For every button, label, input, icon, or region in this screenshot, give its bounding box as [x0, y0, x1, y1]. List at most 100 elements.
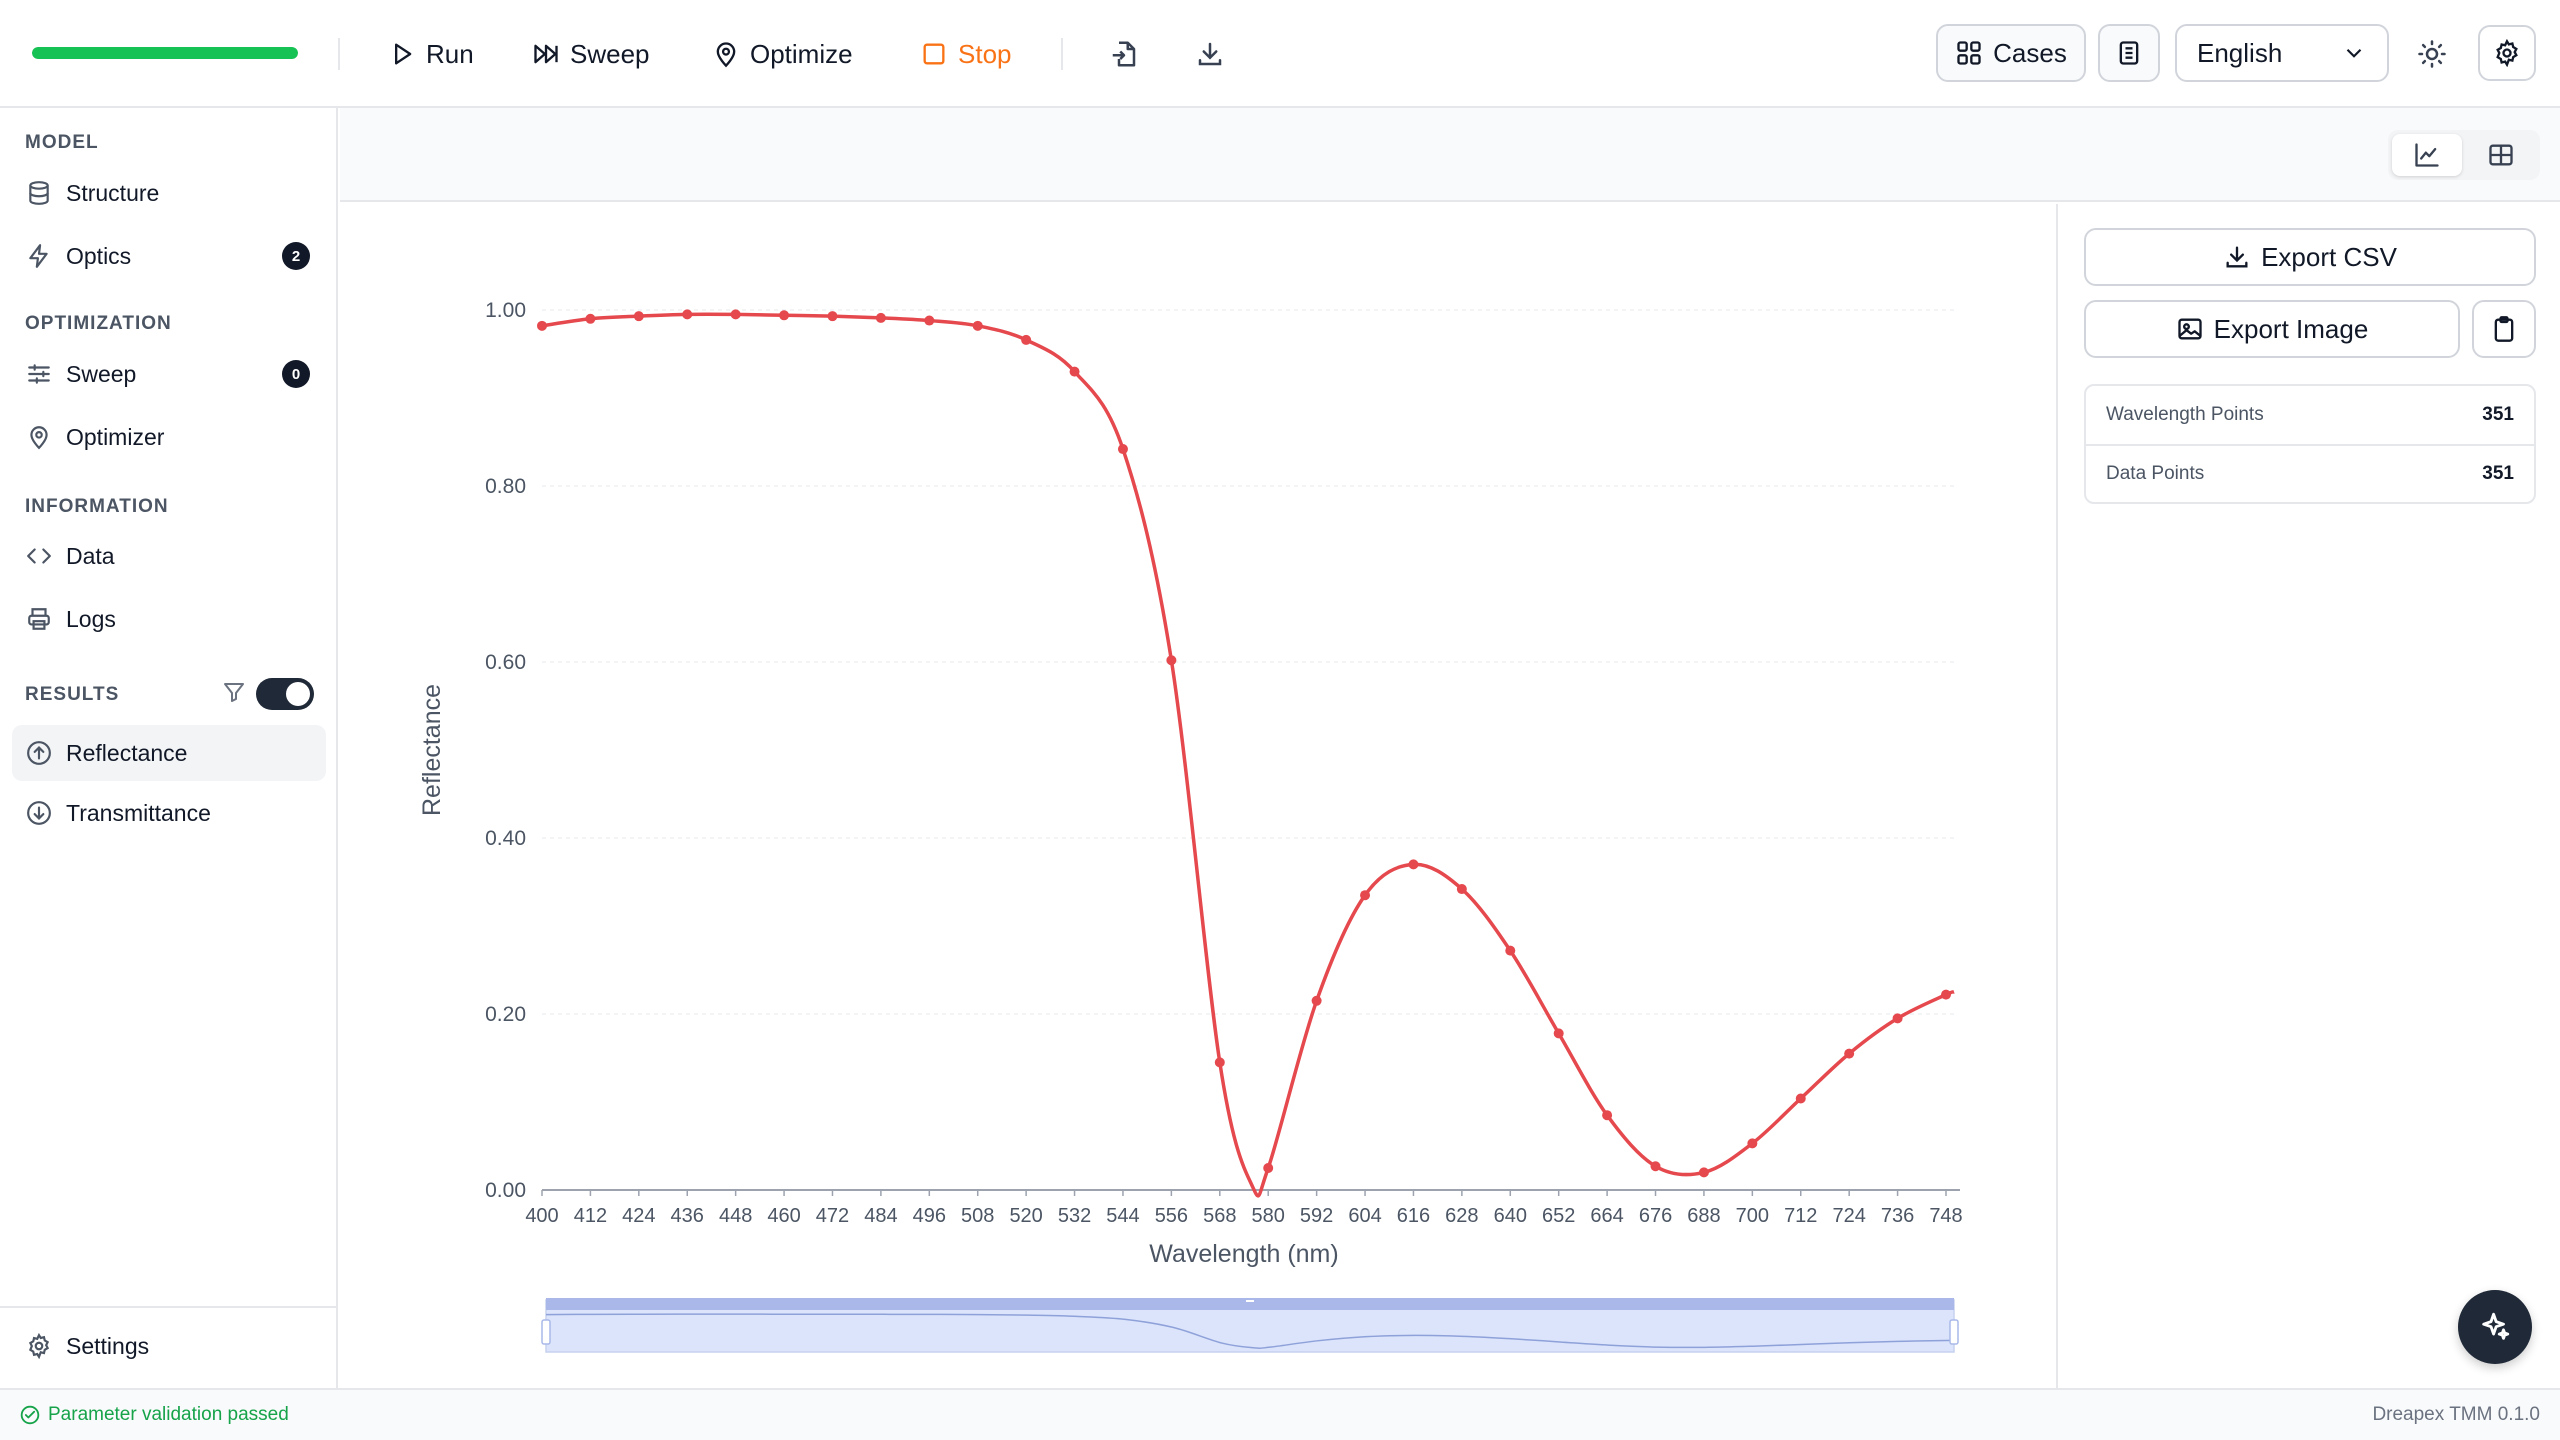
download-icon — [2226, 246, 2248, 268]
printer-icon — [28, 608, 50, 630]
data-point — [1263, 1163, 1274, 1173]
reflectance-chart[interactable]: 0.00 0.20 0.40 0.60 0.80 1.00 400 412 424 436 448 4… — [340, 204, 2056, 1388]
data-point — [875, 312, 886, 323]
theme-toggle-button[interactable] — [2412, 34, 2452, 74]
section-title-results: RESULTS — [25, 684, 120, 705]
x-tick-label: 532 — [1058, 1205, 1091, 1227]
sweep-label: Sweep — [570, 38, 650, 69]
optimize-button[interactable]: Optimize — [712, 30, 853, 78]
sidebar-item-structure[interactable]: Structure — [12, 165, 326, 221]
export-csv-label: Export CSV — [2261, 241, 2397, 272]
y-tick-label: 0.80 — [485, 475, 526, 498]
sidebar-item-label: Optimizer — [66, 423, 165, 450]
sidebar: MODEL Structure Optics 2 OPTIMIZATION Sw… — [0, 108, 338, 1388]
x-tick-label: 472 — [816, 1205, 849, 1227]
clipboard-icon — [2494, 316, 2514, 342]
x-tick-label: 616 — [1397, 1205, 1430, 1227]
x-tick-label: 400 — [525, 1205, 558, 1227]
sweep-button[interactable]: Sweep — [532, 30, 650, 78]
export-image-button[interactable]: Export Image — [2084, 300, 2460, 358]
sidebar-item-settings[interactable]: Settings — [12, 1318, 326, 1374]
data-point — [1650, 1161, 1661, 1172]
data-point — [730, 309, 741, 320]
results-toggle[interactable] — [256, 678, 314, 710]
validation-message: Parameter validation passed — [48, 1404, 289, 1425]
data-point — [1408, 859, 1419, 870]
data-point — [1117, 444, 1128, 455]
data-point — [1505, 945, 1516, 956]
right-panel: Export CSV Export Image Wavelength Point… — [2056, 204, 2560, 1388]
x-tick-label: 556 — [1155, 1205, 1188, 1227]
gear-icon — [2496, 39, 2518, 67]
x-tick-label: 460 — [767, 1205, 800, 1227]
sidebar-item-optimizer[interactable]: Optimizer — [12, 409, 326, 465]
sidebar-item-sweep[interactable]: Sweep 0 — [12, 346, 326, 402]
copy-clipboard-button[interactable] — [2472, 300, 2536, 358]
x-tick-label: 652 — [1542, 1205, 1575, 1227]
sidebar-item-transmittance[interactable]: Transmittance — [12, 785, 326, 841]
table-icon — [2489, 144, 2513, 166]
x-tick-label: 688 — [1687, 1205, 1720, 1227]
grid-icon — [1957, 41, 1981, 65]
x-tick-label: 664 — [1590, 1205, 1623, 1227]
validation-status: Parameter validation passed — [20, 1404, 289, 1426]
chart-view-button[interactable] — [2392, 134, 2462, 176]
run-button[interactable]: Run — [388, 30, 474, 78]
data-point — [1311, 995, 1322, 1006]
stat-label: Data Points — [2106, 463, 2205, 484]
view-mode-toggle — [2388, 130, 2540, 180]
app-version: Dreapex TMM 0.1.0 — [2372, 1404, 2540, 1425]
sidebar-item-reflectance[interactable]: Reflectance — [12, 725, 326, 781]
data-point — [1747, 1138, 1758, 1149]
y-tick-label: 1.00 — [485, 299, 526, 322]
stop-button[interactable]: Stop — [920, 30, 1012, 78]
x-tick-label: 580 — [1252, 1205, 1285, 1227]
x-tick-label: 736 — [1881, 1205, 1914, 1227]
x-tick-label: 412 — [574, 1205, 607, 1227]
data-point — [682, 309, 693, 320]
language-value: English — [2197, 37, 2283, 68]
data-point — [1021, 334, 1032, 345]
gear-icon — [28, 1333, 50, 1359]
data-point — [1698, 1167, 1709, 1178]
sidebar-item-label: Data — [66, 542, 115, 569]
sidebar-item-data[interactable]: Data — [12, 528, 326, 584]
stat-value: 351 — [2482, 404, 2514, 425]
data-point — [1360, 890, 1371, 901]
import-button[interactable] — [1104, 34, 1144, 74]
arrow-down-circle-icon — [27, 801, 51, 825]
toolbar-divider — [1061, 38, 1063, 70]
language-select[interactable]: English — [2175, 24, 2389, 82]
notes-button[interactable] — [2098, 24, 2160, 82]
x-axis-label: Wavelength (nm) — [1149, 1240, 1338, 1268]
filter-icon[interactable] — [222, 680, 246, 704]
settings-toolbar-button[interactable] — [2478, 25, 2536, 81]
y-axis-label: Reflectance — [418, 684, 446, 816]
data-point — [585, 313, 596, 324]
ai-assistant-button[interactable] — [2458, 1290, 2532, 1364]
sidebar-item-optics[interactable]: Optics 2 — [12, 228, 326, 284]
cases-button[interactable]: Cases — [1936, 24, 2086, 82]
data-point — [1166, 655, 1177, 666]
export-csv-button[interactable]: Export CSV — [2084, 228, 2536, 286]
table-view-button[interactable] — [2466, 134, 2536, 176]
x-tick-label: 448 — [719, 1205, 752, 1227]
download-button[interactable] — [1190, 34, 1230, 74]
status-bar: Parameter validation passed Dreapex TMM … — [0, 1388, 2560, 1440]
x-tick-label: 436 — [671, 1205, 704, 1227]
toolbar-divider — [338, 38, 340, 70]
progress-bar — [32, 47, 298, 59]
x-tick-label: 544 — [1106, 1205, 1139, 1227]
zoom-slider-preview-line — [545, 1313, 1955, 1349]
data-point — [1214, 1057, 1225, 1068]
arrow-up-circle-icon — [27, 741, 51, 765]
database-icon — [29, 181, 49, 205]
cases-label: Cases — [1993, 37, 2067, 68]
sidebar-item-logs[interactable]: Logs — [12, 591, 326, 647]
run-label: Run — [426, 38, 474, 69]
image-icon — [2178, 318, 2202, 340]
fast-forward-icon — [534, 44, 558, 64]
y-tick-label: 0.00 — [485, 1179, 526, 1202]
data-point — [537, 320, 547, 331]
data-point — [1602, 1110, 1613, 1121]
